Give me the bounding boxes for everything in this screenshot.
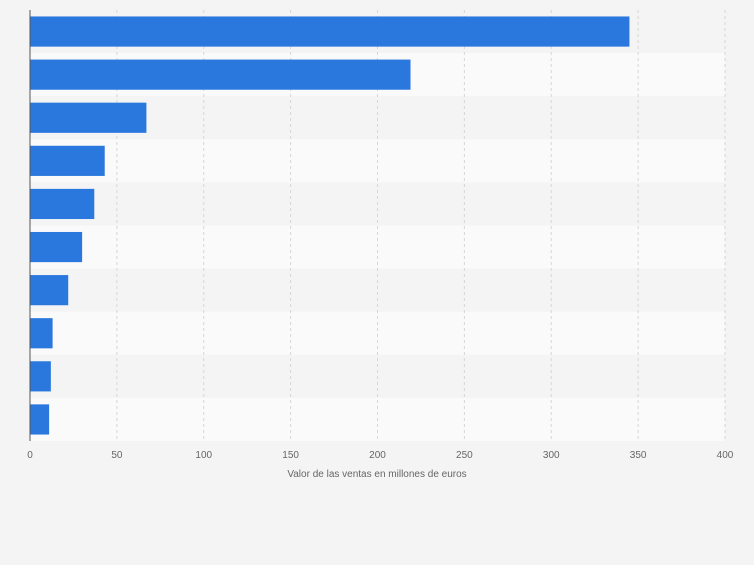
bar xyxy=(30,404,50,435)
bar xyxy=(30,318,53,349)
x-axis-label: Valor de las ventas en millones de euros xyxy=(287,469,466,480)
x-tick-label: 300 xyxy=(543,450,560,461)
bar xyxy=(30,102,147,133)
x-tick-label: 0 xyxy=(27,450,33,461)
bars xyxy=(30,16,630,435)
bar xyxy=(30,16,630,47)
bar xyxy=(30,188,95,220)
x-tick-label: 400 xyxy=(717,450,734,461)
bar xyxy=(30,361,51,392)
bar xyxy=(30,231,83,263)
x-tick-label: 350 xyxy=(630,450,647,461)
x-tick-label: 200 xyxy=(369,450,386,461)
x-tick-label: 100 xyxy=(195,450,212,461)
bar xyxy=(30,59,411,90)
x-tick-label: 150 xyxy=(282,450,299,461)
bar xyxy=(30,145,105,176)
x-tick-labels: 0 50 100 150 200 250 300 350 400 xyxy=(27,450,734,461)
x-tick-label: 250 xyxy=(456,450,473,461)
bar xyxy=(30,275,69,306)
x-tick-label: 50 xyxy=(111,450,123,461)
